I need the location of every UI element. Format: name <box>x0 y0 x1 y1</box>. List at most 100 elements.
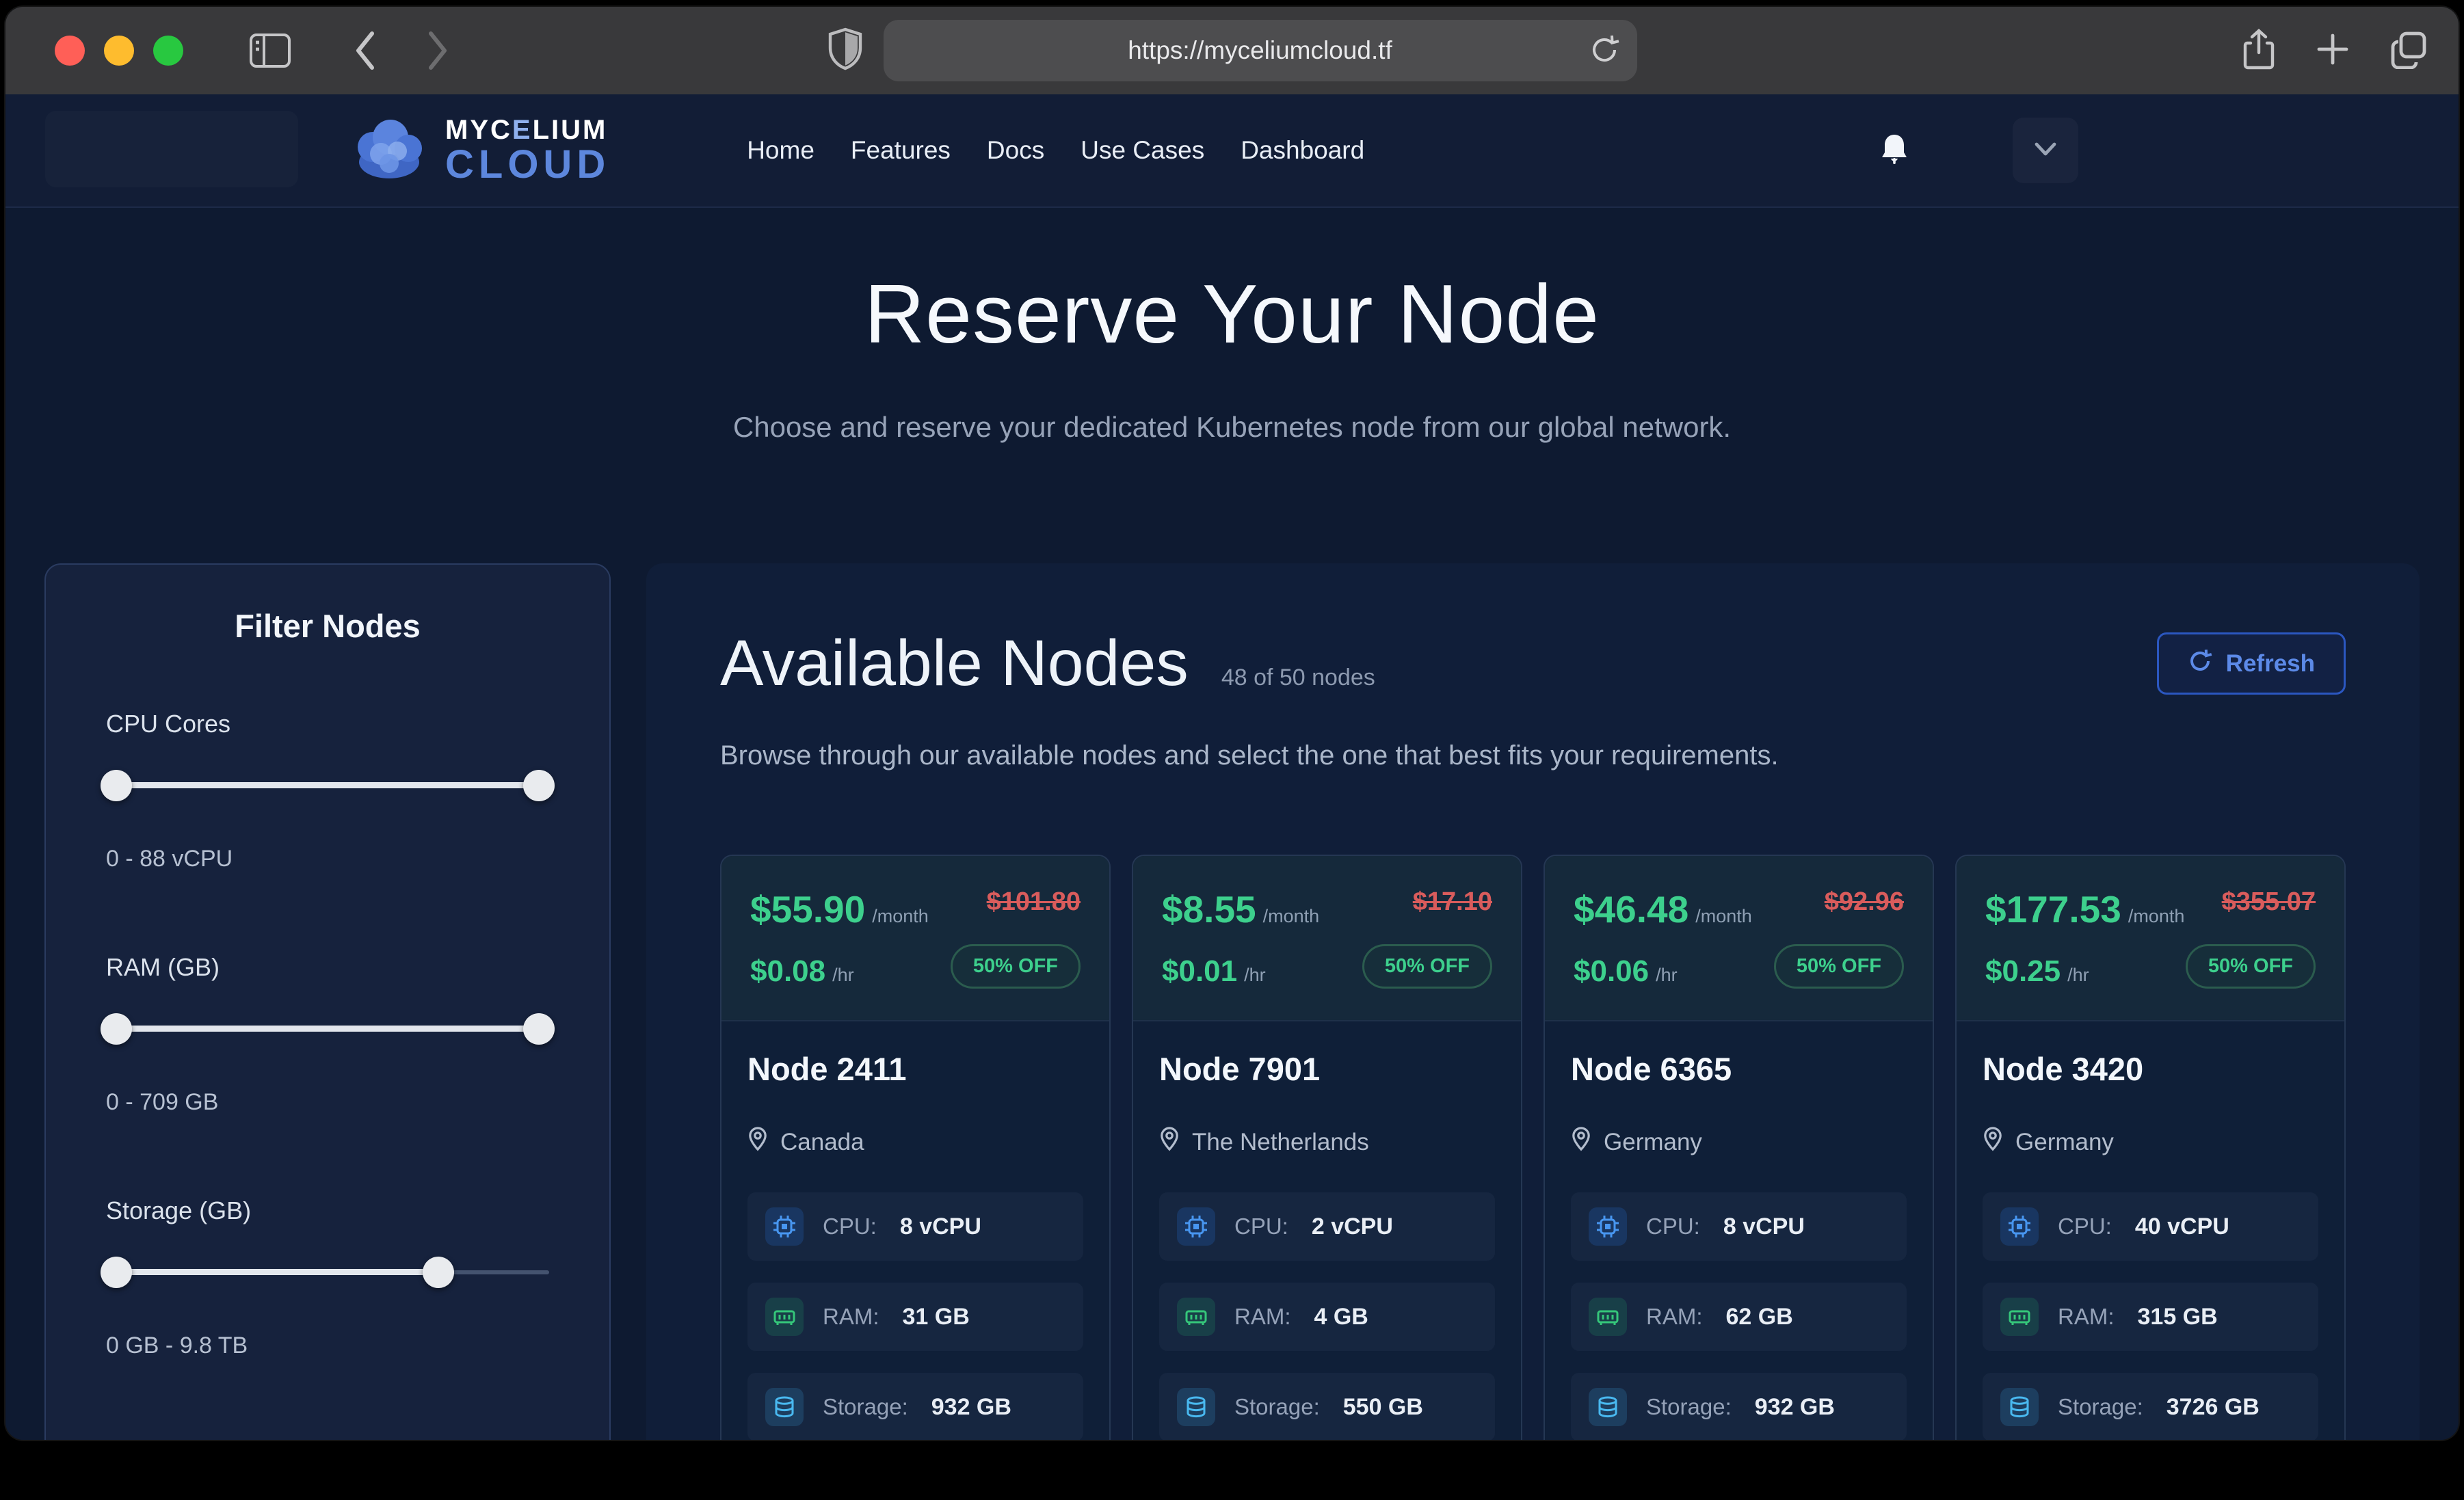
card-pricing: $55.90/month $0.08/hr $101.80 50% OFF <box>721 856 1109 1021</box>
node-location: Germany <box>2015 1128 2114 1155</box>
node-cards-grid: $55.90/month $0.08/hr $101.80 50% OFF No… <box>720 855 2346 1440</box>
nav-link-dashboard[interactable]: Dashboard <box>1241 136 1365 164</box>
card-pricing: $177.53/month $0.25/hr $355.07 50% OFF <box>1957 856 2344 1021</box>
address-bar[interactable]: https://myceliumcloud.tf <box>883 20 1637 81</box>
brand-logo[interactable]: MYCELIUM CLOUD <box>351 116 610 185</box>
brand-name: MYCELIUM <box>445 115 608 145</box>
nav-ghost-placeholder <box>45 111 298 187</box>
zoom-icon[interactable] <box>153 36 183 66</box>
node-location: Germany <box>1604 1128 1702 1155</box>
nav-link-features[interactable]: Features <box>850 136 951 164</box>
cpu-icon <box>1589 1207 1627 1246</box>
price-hourly: $0.01/hr <box>1162 954 1266 988</box>
filter-ram-range: 0 - 709 GB <box>106 1089 219 1115</box>
new-tab-icon[interactable] <box>2314 30 2352 72</box>
slider-track-remainder <box>442 1270 549 1274</box>
spec-row-storage: Storage: 932 GB <box>1571 1373 1907 1440</box>
discount-badge: 50% OFF <box>1362 944 1492 989</box>
refresh-icon <box>2188 648 2212 679</box>
spec-row-ram: RAM: 315 GB <box>1983 1283 2318 1351</box>
storage-icon <box>765 1388 804 1426</box>
card-pricing: $8.55/month $0.01/hr $17.10 50% OFF <box>1133 856 1521 1021</box>
available-nodes-panel: Available Nodes 48 of 50 nodes Refresh B… <box>646 563 2420 1440</box>
location-pin-icon <box>1159 1126 1180 1158</box>
nav-link-use-cases[interactable]: Use Cases <box>1081 136 1205 164</box>
original-price: $101.80 <box>986 887 1081 916</box>
account-menu-button[interactable] <box>2013 118 2078 183</box>
filter-cpu: CPU Cores 0 - 88 vCPU <box>101 710 555 872</box>
node-name: Node 2411 <box>747 1051 907 1087</box>
original-price: $355.07 <box>2221 887 2316 916</box>
node-card: $46.48/month $0.06/hr $92.96 50% OFF Nod… <box>1544 855 1934 1440</box>
node-location: The Netherlands <box>1192 1128 1369 1155</box>
spec-row-cpu: CPU: 40 vCPU <box>1983 1192 2318 1261</box>
window-controls <box>55 36 183 66</box>
filter-title: Filter Nodes <box>235 608 421 644</box>
cpu-icon <box>765 1207 804 1246</box>
cpu-range-slider[interactable] <box>101 770 555 801</box>
nav-link-home[interactable]: Home <box>747 136 814 164</box>
sidebar-icon[interactable] <box>249 33 291 68</box>
hero-section: Reserve Your Node Choose and reserve you… <box>5 208 2459 444</box>
storage-range-slider[interactable] <box>101 1257 549 1288</box>
spec-row-ram: RAM: 31 GB <box>747 1283 1083 1351</box>
price-hourly: $0.06/hr <box>1574 954 1678 988</box>
slider-track <box>106 782 549 788</box>
top-navigation: MYCELIUM CLOUD Home Features Docs Use Ca… <box>5 94 2459 208</box>
ram-icon <box>765 1298 804 1336</box>
filter-ram-label: RAM (GB) <box>106 953 220 981</box>
ram-slider-max-handle[interactable] <box>523 1013 555 1045</box>
back-icon[interactable] <box>352 29 379 72</box>
filter-storage: Storage (GB) 0 GB - 9.8 TB <box>101 1196 549 1359</box>
price-monthly: $55.90/month <box>750 888 929 930</box>
slider-track <box>106 1026 549 1032</box>
spec-row-storage: Storage: 3726 GB <box>1983 1373 2318 1440</box>
storage-icon <box>1589 1388 1627 1426</box>
tab-overview-icon[interactable] <box>2389 29 2428 72</box>
spec-row-storage: Storage: 932 GB <box>747 1373 1083 1440</box>
ram-slider-min-handle[interactable] <box>101 1013 132 1045</box>
page-title: Reserve Your Node <box>864 267 1600 360</box>
nav-link-docs[interactable]: Docs <box>986 136 1045 164</box>
share-icon[interactable] <box>2241 28 2277 74</box>
filter-cpu-range: 0 - 88 vCPU <box>106 846 233 872</box>
discount-badge: 50% OFF <box>1773 944 1904 989</box>
page-subtitle: Choose and reserve your dedicated Kubern… <box>732 411 1732 443</box>
spec-row-ram: RAM: 62 GB <box>1571 1283 1907 1351</box>
ram-icon <box>1589 1298 1627 1336</box>
price-hourly: $0.25/hr <box>1985 954 2089 988</box>
storage-slider-max-handle[interactable] <box>423 1257 454 1288</box>
cpu-slider-max-handle[interactable] <box>523 770 555 801</box>
storage-icon <box>2000 1388 2039 1426</box>
spec-row-storage: Storage: 550 GB <box>1159 1373 1495 1440</box>
nodes-count: 48 of 50 nodes <box>1221 665 1375 691</box>
price-monthly: $46.48/month <box>1574 888 1752 930</box>
nav-links: Home Features Docs Use Cases Dashboard <box>747 136 1364 165</box>
spec-row-cpu: CPU: 8 vCPU <box>1571 1192 1907 1261</box>
storage-slider-min-handle[interactable] <box>101 1257 132 1288</box>
filter-ram: RAM (GB) 0 - 709 GB <box>101 953 555 1116</box>
shield-icon[interactable] <box>827 27 863 75</box>
location-pin-icon <box>1983 1126 2003 1158</box>
forward-icon[interactable] <box>424 29 451 72</box>
notifications-button[interactable] <box>1879 132 1910 170</box>
original-price: $92.96 <box>1824 887 1904 916</box>
refresh-button[interactable]: Refresh <box>2156 632 2346 695</box>
reload-icon[interactable] <box>1591 34 1619 68</box>
node-card: $55.90/month $0.08/hr $101.80 50% OFF No… <box>720 855 1111 1440</box>
node-name: Node 6365 <box>1571 1051 1732 1087</box>
ram-icon <box>1177 1298 1215 1336</box>
node-card: $177.53/month $0.25/hr $355.07 50% OFF N… <box>1955 855 2346 1440</box>
close-icon[interactable] <box>55 36 85 66</box>
price-hourly: $0.08/hr <box>750 954 854 988</box>
filter-storage-label: Storage (GB) <box>106 1196 252 1224</box>
bell-icon <box>1879 132 1910 170</box>
minimize-icon[interactable] <box>104 36 134 66</box>
ram-range-slider[interactable] <box>101 1013 555 1045</box>
refresh-label: Refresh <box>2225 649 2315 677</box>
slider-track <box>106 1269 438 1275</box>
chevron-down-icon <box>2034 142 2057 160</box>
page-content: MYCELIUM CLOUD Home Features Docs Use Ca… <box>5 94 2459 1440</box>
location-pin-icon <box>747 1126 768 1158</box>
cpu-slider-min-handle[interactable] <box>101 770 132 801</box>
